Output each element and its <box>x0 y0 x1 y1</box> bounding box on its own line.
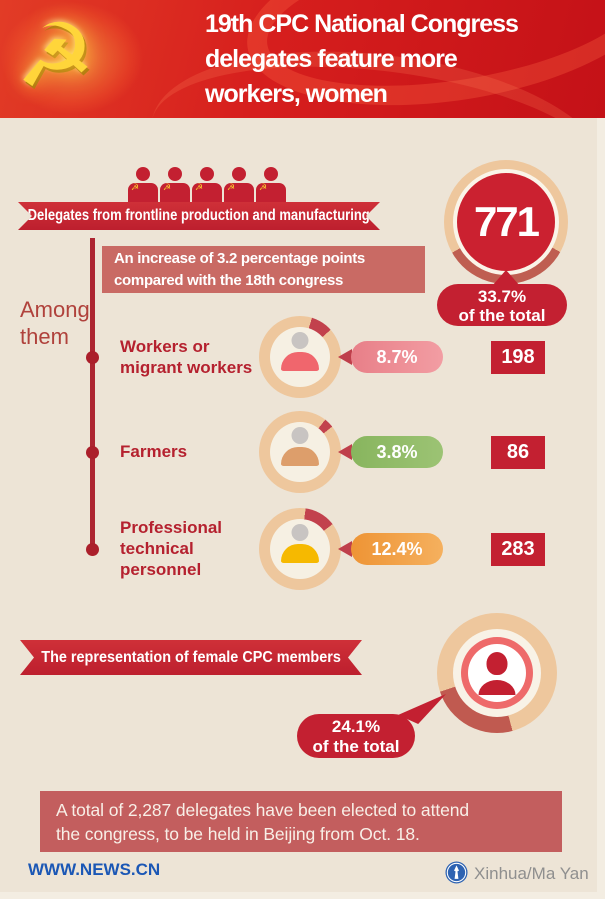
title-line: 19th CPC National Congress <box>205 10 519 38</box>
frontline-banner-text: Delegates from frontline production and … <box>27 207 371 224</box>
mini-hammer-sickle-icon: ☭ <box>131 183 140 193</box>
female-share-bubble: 24.1% of the total <box>297 714 415 758</box>
worker-head <box>264 167 278 181</box>
worker-head <box>232 167 246 181</box>
mini-hammer-sickle-icon: ☭ <box>227 183 236 193</box>
percent-value: 3.8% <box>376 441 418 462</box>
frontline-banner-ribbon: Delegates from frontline production and … <box>18 202 380 230</box>
pill-pointer <box>338 349 352 365</box>
count-value: 86 <box>506 440 530 463</box>
person-icon-body <box>281 544 319 563</box>
workers-donut-chart <box>259 316 341 398</box>
workers-percent-pill: 8.7% <box>351 341 443 373</box>
increase-note-box: An increase of 3.2 percentage points com… <box>102 246 425 293</box>
worker-head <box>136 167 150 181</box>
professional-count-box: 283 <box>491 532 545 566</box>
donut-gap-ring <box>453 629 541 717</box>
professional-donut-chart <box>259 508 341 590</box>
worker-body: ☭ <box>256 183 286 202</box>
share-percent: 33.7% <box>477 287 527 306</box>
header-banner: ☭ 19th CPC National Congress delegates f… <box>0 0 605 118</box>
worker-icon: ☭ <box>192 167 222 202</box>
summary-line: the congress, to be held in Beijing from… <box>56 824 420 844</box>
frontline-total-value: 771 <box>457 173 555 271</box>
farmers-count-box: 86 <box>491 435 545 469</box>
page-title: 19th CPC National Congress delegates fea… <box>205 7 519 112</box>
news-site-url: WWW.NEWS.CN <box>28 860 161 879</box>
farmers-percent-pill: 3.8% <box>351 436 443 468</box>
worker-body: ☭ <box>224 183 254 202</box>
title-line: workers, women <box>205 80 388 108</box>
worker-icons-row: ☭ ☭ ☭ ☭ ☭ <box>128 167 286 202</box>
frame-edge <box>597 118 605 899</box>
pill-pointer <box>338 541 352 557</box>
female-banner-text: The representation of female CPC members <box>41 648 341 666</box>
connector-bullet <box>86 445 99 459</box>
category-label-workers: Workers or migrant workers <box>120 337 253 377</box>
female-member-icon-body <box>478 680 516 695</box>
person-icon-body <box>281 352 319 371</box>
share-caption: of the total <box>312 737 400 756</box>
among-them-label: Among them <box>20 297 90 349</box>
person-icon <box>291 524 309 541</box>
percent-value: 12.4% <box>371 538 423 559</box>
mini-hammer-sickle-icon: ☭ <box>163 183 172 193</box>
person-icon <box>291 427 309 444</box>
summary-line: A total of 2,287 delegates have been ele… <box>56 800 469 820</box>
frontline-donut-chart: 771 <box>444 160 568 284</box>
photo-credit: Xinhua/Ma Yan <box>474 864 589 883</box>
worker-body: ☭ <box>160 183 190 202</box>
category-label-farmers: Farmers <box>120 442 188 461</box>
workers-count-box: 198 <box>491 340 545 374</box>
worker-icon: ☭ <box>160 167 190 202</box>
note-line: compared with the 18th congress <box>114 272 344 289</box>
worker-body: ☭ <box>128 183 158 202</box>
inner-white-circle <box>468 644 526 702</box>
count-value: 283 <box>501 537 535 560</box>
share-percent: 24.1% <box>331 717 381 736</box>
category-label-professional: Professional technical personnel <box>120 518 223 579</box>
professional-percent-pill: 12.4% <box>351 533 443 565</box>
worker-icon: ☭ <box>256 167 286 202</box>
connector-line <box>90 238 95 552</box>
female-banner-ribbon: The representation of female CPC members <box>20 640 362 675</box>
worker-icon: ☭ <box>128 167 158 202</box>
worker-head <box>168 167 182 181</box>
worker-head <box>200 167 214 181</box>
title-line: delegates feature more <box>205 45 458 73</box>
female-member-icon <box>486 652 508 675</box>
count-value: 198 <box>501 345 535 368</box>
worker-icon: ☭ <box>224 167 254 202</box>
female-donut-chart <box>437 613 557 733</box>
mini-hammer-sickle-icon: ☭ <box>259 183 268 193</box>
pill-pointer <box>338 444 352 460</box>
farmers-donut-chart <box>259 411 341 493</box>
note-line: An increase of 3.2 percentage points <box>114 250 365 267</box>
share-caption: of the total <box>458 306 546 325</box>
inner-pink-ring <box>461 637 533 709</box>
xinhua-logo-icon <box>445 861 468 884</box>
percent-value: 8.7% <box>376 346 418 367</box>
connector-bullet <box>86 542 99 556</box>
summary-box: A total of 2,287 delegates have been ele… <box>40 791 562 852</box>
worker-body: ☭ <box>192 183 222 202</box>
person-icon-body <box>281 447 319 466</box>
person-icon <box>291 332 309 349</box>
frontline-share-bubble: 33.7% of the total <box>437 284 567 326</box>
connector-bullet <box>86 350 99 364</box>
cpc-hammer-sickle-icon: ☭ <box>16 4 95 107</box>
mini-hammer-sickle-icon: ☭ <box>195 183 204 193</box>
frame-edge <box>0 892 605 899</box>
